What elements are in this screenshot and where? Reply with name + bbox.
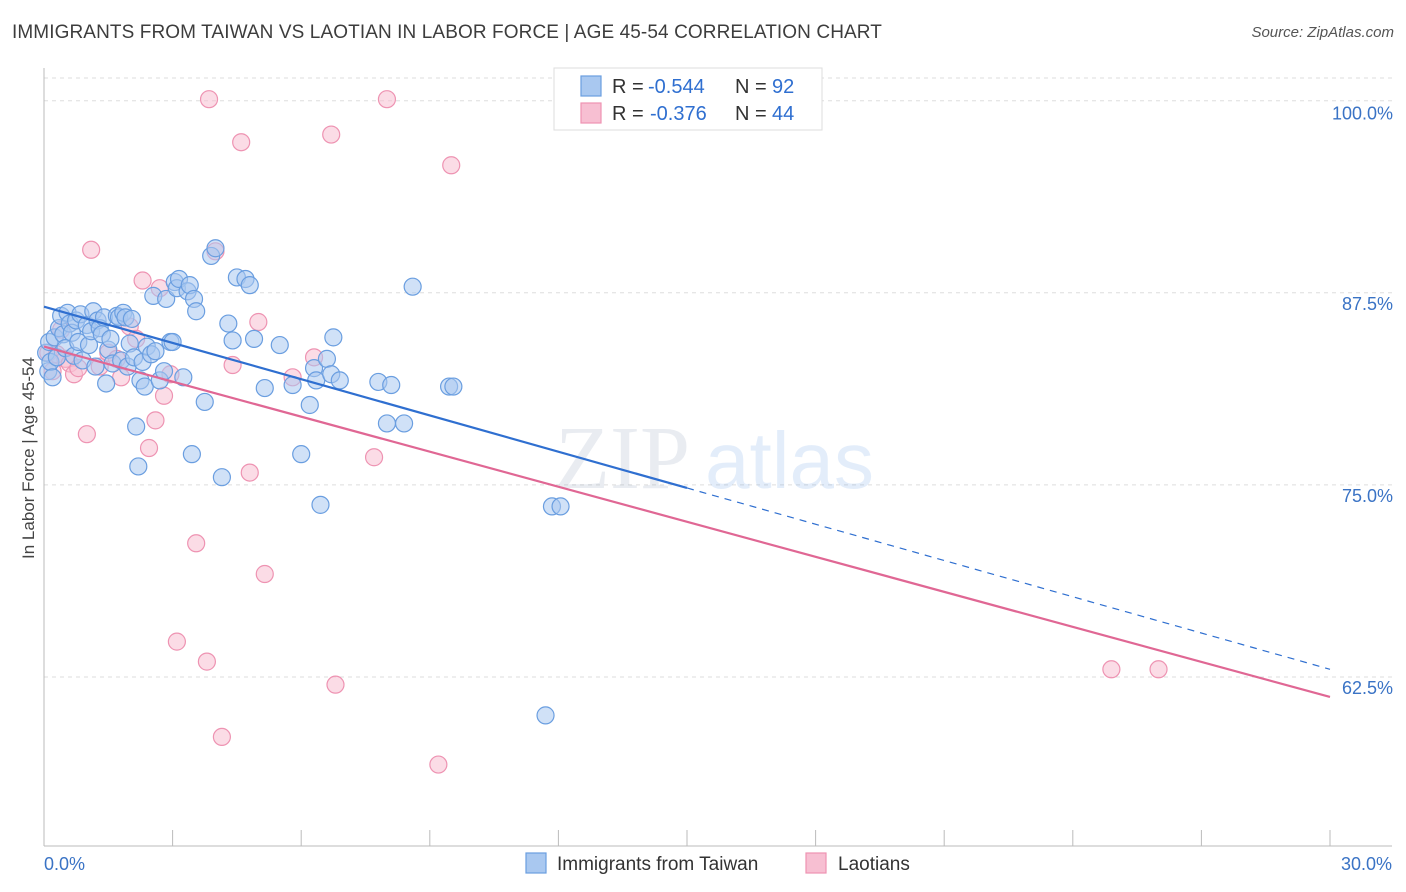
taiwan-point [146,342,165,361]
taiwan-point [330,371,349,390]
legend-n-value-1: 92 [772,76,794,98]
taiwan-point [174,368,193,387]
laotian-point [255,564,274,584]
x-tick-label-0: 0.0% [44,854,85,874]
y-tick-label-0: 100.0% [1332,104,1393,124]
legend-r-label-1: R = [612,76,644,98]
laotian-point [1149,660,1168,679]
legend-swatch-taiwan [580,75,602,97]
taiwan-point [187,302,206,321]
taiwan-point [255,378,274,398]
legend-r-value-2: -0.376 [650,103,707,125]
laotian-point [199,90,219,109]
y-axis-title: In Labor Force | Age 45-54 [19,357,38,559]
trend-lines [43,305,1331,699]
taiwan-trend-line [43,305,688,490]
taiwan-trend-extension [686,487,1331,670]
bottom-legend-swatch-taiwan [525,852,547,874]
taiwan-point [311,495,330,514]
laotian-point [77,425,96,444]
legend-n-value-2: 44 [772,103,794,125]
laotian-point [240,463,259,482]
taiwan-point [300,395,319,415]
stats-legend: R = -0.544 N = 92 R = -0.376 N = 44 [553,67,823,131]
taiwan-point [394,414,414,433]
watermark: ZIP atlas [555,409,874,508]
legend-r-label-2: R = [612,103,644,125]
taiwan-point [127,417,146,436]
taiwan-point [551,497,570,516]
taiwan-point [324,328,343,347]
laotian-point [442,156,461,175]
grid-lines [44,77,1392,678]
taiwan-point [195,392,214,412]
laotian-point [429,755,448,774]
taiwan-point [270,335,289,355]
axes [43,68,1392,847]
taiwan-point [219,314,238,333]
x-tick-label-1: 30.0% [1341,854,1392,874]
bottom-legend: Immigrants from Taiwan Laotians [525,852,910,875]
laotian-trend-line [43,345,1331,699]
watermark-atlas: atlas [705,416,874,505]
y-tick-label-3: 62.5% [1342,678,1393,698]
laotian-point [377,90,397,109]
bottom-legend-swatch-laotians [805,852,827,874]
bottom-legend-label-taiwan: Immigrants from Taiwan [557,854,758,875]
taiwan-point [536,706,555,725]
taiwan-point [223,331,242,350]
laotian-point [133,271,152,290]
taiwan-points [37,239,570,725]
chart-title: IMMIGRANTS FROM TAIWAN VS LAOTIAN IN LAB… [12,22,882,43]
source-label: Source: ZipAtlas.com [1251,24,1394,41]
laotian-point [187,534,206,553]
taiwan-point [292,445,311,464]
bottom-legend-label-laotians: Laotians [838,854,910,875]
taiwan-point [377,414,397,433]
laotian-point [146,411,165,430]
taiwan-point [43,368,62,387]
taiwan-point [97,374,116,393]
laotian-point [322,125,341,144]
legend-r-value-1: -0.544 [648,76,705,98]
taiwan-point [129,457,148,476]
taiwan-point [403,277,422,296]
taiwan-point [101,329,120,349]
taiwan-point [244,329,264,349]
laotian-point [167,632,186,651]
taiwan-point [122,309,141,329]
taiwan-point [157,289,176,309]
laotian-point [232,133,251,152]
taiwan-point [382,375,401,395]
taiwan-point [317,349,337,368]
legend-n-label-1: N = [735,76,767,98]
legend-swatch-laotians [580,102,602,124]
laotian-point [364,448,384,467]
laotian-point [1102,660,1121,679]
taiwan-point [240,276,259,295]
y-tick-label-1: 87.5% [1342,294,1393,314]
laotian-point [154,386,174,405]
laotian-point [249,312,268,332]
laotian-point [82,240,101,259]
watermark-zip: ZIP [555,409,690,508]
taiwan-point [212,468,231,487]
taiwan-point [182,445,201,464]
tick-labels: 100.0% 87.5% 75.0% 62.5% 0.0% 30.0% [44,104,1393,874]
laotian-point [326,675,345,694]
laotian-point [197,652,216,671]
legend-n-label-2: N = [735,103,767,125]
laotian-point [212,727,231,746]
y-tick-label-2: 75.0% [1342,486,1393,506]
laotian-point [139,438,159,458]
taiwan-point [206,239,225,258]
taiwan-point [444,377,463,396]
